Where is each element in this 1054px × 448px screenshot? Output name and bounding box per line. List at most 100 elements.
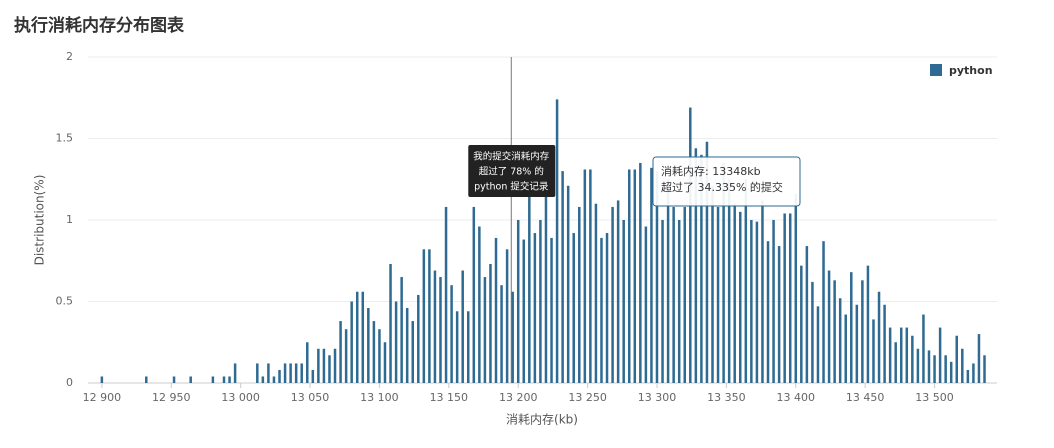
bar — [655, 171, 659, 383]
bar — [644, 226, 648, 383]
bar — [761, 200, 764, 383]
bar — [550, 237, 553, 383]
bar — [611, 206, 614, 383]
bar — [883, 304, 886, 383]
bar — [822, 241, 825, 383]
bar — [372, 321, 376, 383]
bar — [916, 348, 920, 383]
y-tick-label: 0.5 — [56, 295, 74, 308]
bar — [339, 321, 342, 383]
bar — [294, 363, 298, 383]
bar — [472, 206, 476, 383]
bar — [866, 265, 870, 383]
bar — [172, 376, 176, 383]
bar — [533, 233, 537, 383]
bar — [428, 249, 431, 383]
bar — [788, 213, 792, 383]
bar — [705, 141, 709, 383]
bar — [783, 213, 786, 383]
bar — [100, 376, 104, 383]
y-tick-label: 1 — [66, 213, 73, 226]
y-tick-label: 0 — [66, 376, 73, 389]
bar — [505, 249, 509, 383]
bar — [711, 185, 714, 383]
bar — [811, 281, 814, 383]
x-tick-label: 13 150 — [430, 391, 469, 404]
bar — [572, 233, 575, 383]
annotation-text: 我的提交消耗内存 — [473, 151, 550, 163]
bar — [933, 355, 936, 383]
bar — [411, 321, 414, 383]
bar — [966, 369, 970, 383]
bar — [639, 162, 642, 383]
bar — [544, 167, 548, 383]
bar — [833, 280, 836, 383]
bar — [566, 185, 570, 383]
bar — [627, 169, 631, 383]
x-tick-label: 13 250 — [568, 391, 607, 404]
bar — [289, 363, 292, 383]
bar — [922, 314, 925, 383]
x-axis-title: 消耗内存(kb) — [506, 413, 578, 427]
x-tick-label: 13 050 — [291, 391, 330, 404]
bar — [800, 265, 803, 383]
bar — [272, 376, 276, 383]
x-tick-label: 13 450 — [846, 391, 885, 404]
chart-title: 执行消耗内存分布图表 — [14, 15, 185, 36]
bar — [949, 361, 953, 383]
bar — [450, 285, 453, 383]
bar — [539, 220, 542, 383]
bar — [328, 355, 331, 383]
bar — [361, 291, 365, 383]
bar — [444, 206, 448, 383]
bar — [772, 220, 775, 383]
x-tick-label: 12 900 — [83, 391, 122, 404]
bar — [261, 376, 265, 383]
bar — [816, 306, 820, 383]
annotation-text: python 提交记录 — [474, 181, 549, 193]
bar — [267, 363, 270, 383]
bar — [733, 203, 736, 383]
bar — [716, 206, 720, 383]
bar — [145, 376, 148, 383]
bar — [589, 169, 592, 383]
bar — [739, 211, 742, 383]
bar — [516, 220, 520, 383]
tooltip-text: 超过了 34.335% 的提交 — [661, 180, 783, 194]
bar — [605, 233, 609, 383]
y-tick-label: 1.5 — [56, 132, 74, 145]
bar — [189, 376, 192, 383]
y-axis-title: Distribution(%) — [33, 175, 47, 266]
x-tick-label: 13 000 — [221, 391, 260, 404]
bar — [528, 195, 531, 383]
annotation-box — [468, 145, 556, 197]
bar — [489, 264, 492, 383]
bar — [661, 220, 664, 383]
bar — [794, 193, 798, 383]
bar — [522, 239, 526, 383]
bar — [417, 294, 420, 383]
bar — [872, 319, 875, 383]
bar — [844, 314, 847, 383]
bar — [877, 291, 881, 383]
bar — [461, 270, 464, 383]
bar — [555, 99, 559, 383]
bar — [233, 363, 237, 383]
bar — [228, 376, 231, 383]
bar — [777, 246, 781, 383]
bar — [855, 304, 859, 383]
bar — [317, 348, 320, 383]
bar — [439, 277, 442, 383]
bar — [961, 348, 964, 383]
bar — [650, 167, 653, 383]
bar — [938, 327, 942, 383]
bar — [633, 169, 637, 383]
bar — [805, 246, 809, 383]
bar — [350, 301, 353, 383]
x-tick-label: 12 950 — [152, 391, 191, 404]
bar — [689, 107, 692, 383]
bar — [666, 179, 670, 383]
bar — [594, 203, 598, 383]
bar — [483, 277, 487, 383]
